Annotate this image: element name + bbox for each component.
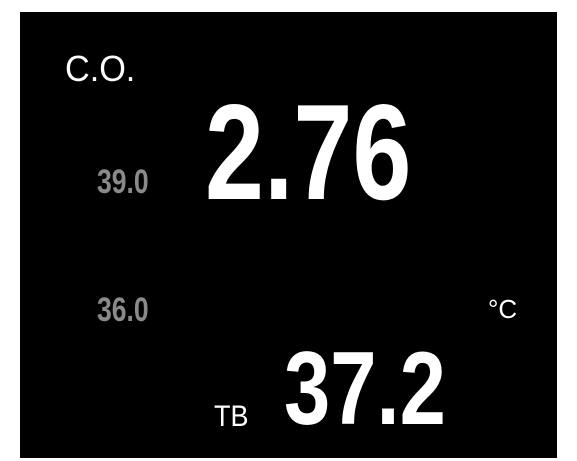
sub-label: TB — [214, 400, 248, 434]
sub-value: 37.2 — [284, 330, 446, 446]
unit-label: °C — [488, 294, 517, 324]
main-value: 2.76 — [205, 76, 411, 228]
screen-background — [20, 12, 557, 458]
lower-limit: 36.0 — [97, 291, 149, 329]
parameter-label: C.O. — [65, 49, 135, 89]
upper-limit: 39.0 — [97, 163, 149, 201]
